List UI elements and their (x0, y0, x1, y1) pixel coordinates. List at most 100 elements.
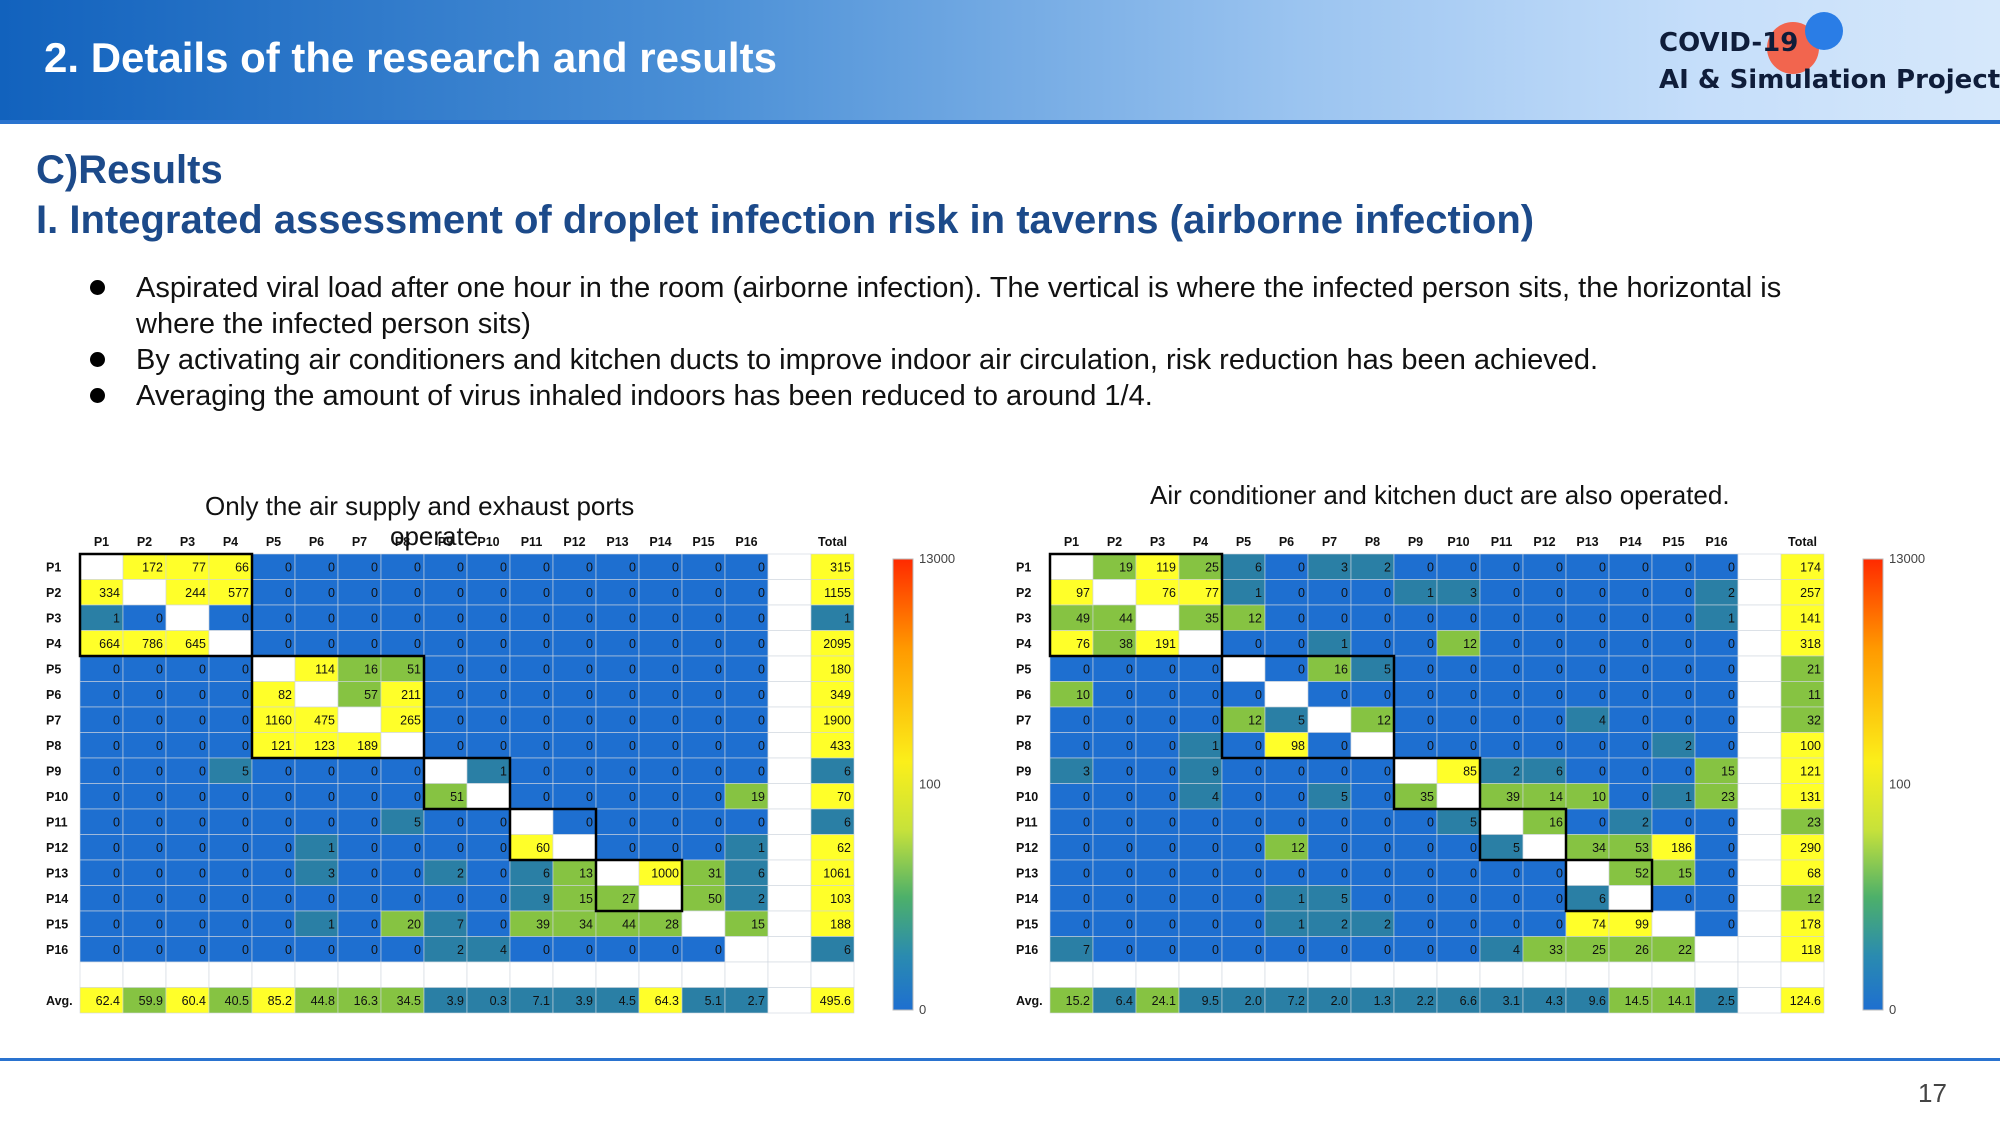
total-header: Total (1788, 535, 1817, 549)
heatmap-cell (1393, 936, 1438, 963)
cell-value: 2 (457, 943, 464, 957)
heatmap-cell (1092, 706, 1137, 733)
cell-value: 0 (1212, 662, 1219, 676)
spacer-cell (767, 757, 812, 784)
heatmap-cell (1522, 834, 1567, 861)
total-cell (1780, 706, 1825, 733)
cell-value: 0 (1642, 586, 1649, 600)
cell-value: 0 (586, 611, 593, 625)
total-value: 23 (1807, 815, 1821, 829)
heatmap-cell (681, 579, 726, 606)
cell-value: 0 (1728, 662, 1735, 676)
row-header: P14 (1016, 892, 1038, 906)
heatmap-cell (1393, 681, 1438, 708)
separator-cell (1565, 961, 1610, 988)
cell-value: 5 (1298, 713, 1305, 727)
cell-value: 0 (1427, 611, 1434, 625)
heatmap-cell (79, 808, 124, 835)
heatmap-cell (552, 783, 597, 810)
heatmap-cell (466, 757, 511, 784)
spacer-cell (767, 706, 812, 733)
cell-value: 0 (715, 764, 722, 778)
heatmap-cell (1565, 936, 1610, 963)
cell-value: 0 (543, 637, 550, 651)
heatmap-cell (1565, 732, 1610, 759)
heatmap-cell (1565, 604, 1610, 631)
heatmap-cell (251, 604, 296, 631)
heatmap-cell (79, 579, 124, 606)
cell-value: 9 (543, 892, 550, 906)
cell-value: 0 (1728, 688, 1735, 702)
total-value: 62 (837, 841, 851, 855)
total-value: 6 (844, 764, 851, 778)
cell-value: 0 (1169, 815, 1176, 829)
cell-value: 6 (1255, 560, 1262, 574)
heatmap-cell (423, 579, 468, 606)
total-value: 315 (830, 560, 851, 574)
avg-value: 64.3 (655, 994, 679, 1008)
cell-value: 0 (1298, 866, 1305, 880)
cell-value: 85 (1463, 764, 1477, 778)
cell-value: 12 (1377, 713, 1391, 727)
cell-value: 0 (1169, 841, 1176, 855)
cell-value: 119 (1156, 560, 1176, 574)
total-value: 349 (830, 688, 851, 702)
cell-value: 0 (1642, 611, 1649, 625)
heatmap-cell (1479, 604, 1524, 631)
spacer-cell (1737, 834, 1782, 861)
cell-value: 98 (1291, 739, 1305, 753)
total-cell (1780, 859, 1825, 886)
heatmap-cell (1221, 706, 1266, 733)
heatmap-cell (1608, 579, 1653, 606)
cell-value: 0 (1556, 637, 1563, 651)
cell-value: 2 (1642, 815, 1649, 829)
heatmap-cell (681, 885, 726, 912)
bullet-item: Averaging the amount of virus inhaled in… (88, 378, 1848, 414)
heatmap-cell (1393, 757, 1438, 784)
heatmap-cell (79, 885, 124, 912)
cell-value: 0 (1083, 739, 1090, 753)
cell-value: 0 (1427, 713, 1434, 727)
heatmap-cell (1651, 655, 1696, 682)
cell-value: 0 (199, 662, 206, 676)
column-header: P12 (563, 535, 585, 549)
cell-value: 0 (1513, 892, 1520, 906)
cell-value: 0 (1083, 790, 1090, 804)
total-header: Total (818, 535, 847, 549)
total-cell (810, 783, 855, 810)
spacer-cell (767, 732, 812, 759)
cell-value: 0 (156, 739, 163, 753)
cell-value: 0 (758, 560, 765, 574)
cell-value: 0 (1728, 866, 1735, 880)
cell-value: 6 (1599, 892, 1606, 906)
spacer-cell (767, 630, 812, 657)
cell-value: 0 (715, 662, 722, 676)
bullet-item: By activating air conditioners and kitch… (88, 342, 1848, 378)
heatmap-cell (638, 834, 683, 861)
cell-value: 0 (1384, 943, 1391, 957)
cell-value: 0 (1298, 662, 1305, 676)
cell-value: 0 (629, 790, 636, 804)
cell-value: 0 (1255, 841, 1262, 855)
column-header: P12 (1533, 535, 1555, 549)
heatmap-cell (1350, 630, 1395, 657)
cell-value: 0 (1599, 586, 1606, 600)
cell-value: 15 (579, 892, 593, 906)
total-value: 1 (844, 611, 851, 625)
cell-value: 0 (1169, 739, 1176, 753)
heatmap-cell (1608, 630, 1653, 657)
heatmap-cell (294, 604, 339, 631)
cell-value: 1 (1685, 790, 1692, 804)
heatmap-cell (165, 783, 210, 810)
heatmap-cell (638, 808, 683, 835)
cell-value: 0 (113, 739, 120, 753)
spacer-cell (1737, 706, 1782, 733)
cell-value: 0 (371, 866, 378, 880)
avg-cell (595, 987, 640, 1014)
row-header: P2 (1016, 586, 1031, 600)
cell-value: 0 (629, 739, 636, 753)
cell-value: 0 (242, 917, 249, 931)
cell-value: 0 (1169, 764, 1176, 778)
heatmap-cell (509, 579, 554, 606)
cell-value: 0 (629, 815, 636, 829)
